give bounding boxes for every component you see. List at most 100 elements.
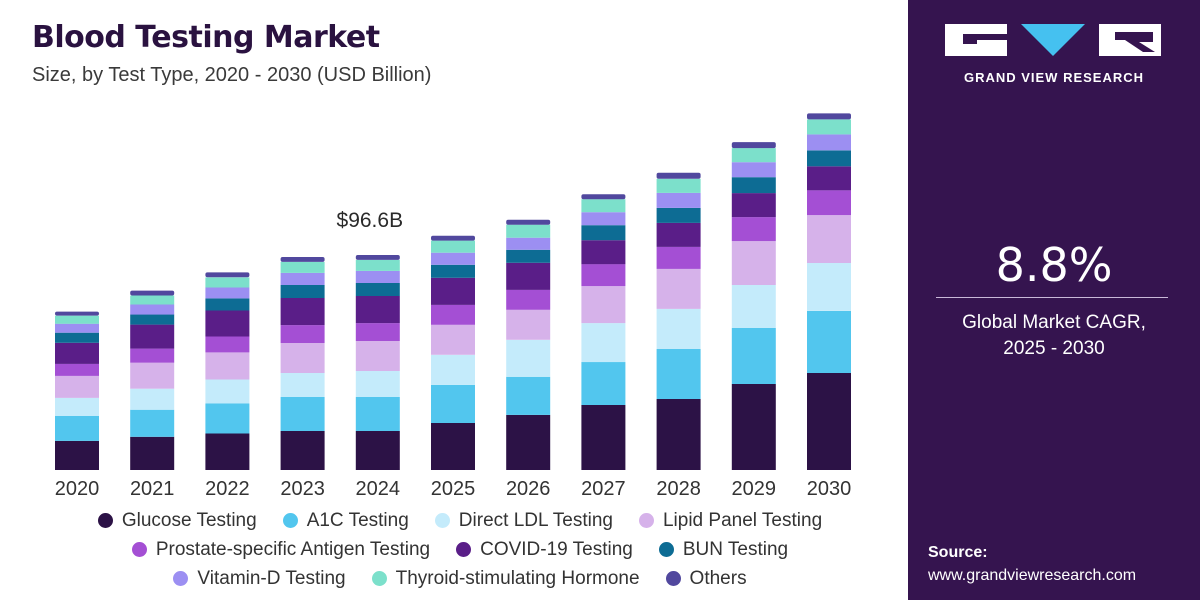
bar-2026-others <box>506 219 551 225</box>
legend-swatch <box>173 571 189 586</box>
bar-2021-a1c-testing <box>130 409 175 437</box>
bar-2025-direct-ldl-testing <box>431 354 475 385</box>
bar-2025-covid-19-testing <box>431 277 475 305</box>
bar-2029-a1c-testing <box>731 328 776 384</box>
bar-2023-prostate-specific-antigen-testing <box>280 325 325 343</box>
grand-view-research-logo <box>945 24 1161 56</box>
legend-swatch <box>658 542 674 557</box>
bar-2030-glucose-testing <box>807 373 851 470</box>
legend-item-bun-testing: BUN Testing <box>658 538 789 561</box>
bar-2030-others <box>807 113 851 120</box>
bar-2026-glucose-testing <box>506 414 551 470</box>
bar-2021-bun-testing <box>130 314 175 325</box>
cagr-label: Global Market CAGR, 2025 - 2030 <box>908 310 1200 362</box>
legend-swatch <box>97 513 113 528</box>
bar-2026-prostate-specific-antigen-testing <box>506 289 551 310</box>
bar-2024-bun-testing <box>355 283 400 296</box>
bar-2021-vitamin-d-testing <box>130 304 175 315</box>
bar-2022-vitamin-d-testing <box>205 287 250 299</box>
bar-2030-thyroid-stimulating-hormone <box>807 119 851 135</box>
bar-2024-lipid-panel-testing <box>355 341 400 371</box>
chart-subtitle: Size, by Test Type, 2020 - 2030 (USD Bil… <box>32 64 432 86</box>
bar-2030-prostate-specific-antigen-testing <box>807 190 851 216</box>
x-tick-label-2024: 2024 <box>356 478 401 500</box>
legend-swatch <box>371 571 387 586</box>
chart-legend: Glucose Testing A1C Testing Direct LDL Tes… <box>40 506 880 593</box>
bar-2021-direct-ldl-testing <box>130 388 175 410</box>
bar-2028-prostate-specific-antigen-testing <box>656 246 701 269</box>
bar-2025-thyroid-stimulating-hormone <box>431 240 475 253</box>
legend-label: Vitamin-D Testing <box>197 567 346 589</box>
bar-2028-lipid-panel-testing <box>656 268 701 309</box>
bar-2028-a1c-testing <box>656 349 701 399</box>
cagr-label-line2: 2025 - 2030 <box>1003 338 1105 359</box>
legend-label: Others <box>689 567 747 589</box>
bar-2021-glucose-testing <box>130 436 175 470</box>
bar-2029-vitamin-d-testing <box>731 162 776 178</box>
data-label-2024: $96.6B <box>337 209 404 232</box>
bar-2029-direct-ldl-testing <box>731 285 776 328</box>
bar-2029-bun-testing <box>731 177 776 194</box>
legend-label: A1C Testing <box>306 509 409 531</box>
bar-2026-bun-testing <box>506 249 551 263</box>
bar-2028-covid-19-testing <box>656 222 701 247</box>
bar-2020-covid-19-testing <box>55 342 99 364</box>
bar-2028-direct-ldl-testing <box>656 308 701 349</box>
bar-2027-thyroid-stimulating-hormone <box>581 199 626 213</box>
bar-2026-vitamin-d-testing <box>506 237 551 250</box>
bar-2028-others <box>656 172 701 179</box>
x-tick-label-2029: 2029 <box>732 478 777 500</box>
bar-2029-glucose-testing <box>731 384 776 470</box>
bar-2028-bun-testing <box>656 207 701 223</box>
bar-2020-glucose-testing <box>55 440 99 470</box>
bar-2021-prostate-specific-antigen-testing <box>130 348 175 363</box>
bar-2025-lipid-panel-testing <box>431 324 475 355</box>
cagr-divider <box>936 297 1168 298</box>
bar-2024-prostate-specific-antigen-testing <box>355 323 400 341</box>
bar-2028-glucose-testing <box>656 399 701 470</box>
x-tick-label-2026: 2026 <box>506 478 551 500</box>
bar-2026-a1c-testing <box>506 376 551 415</box>
chart-panel: Blood Testing Market Size, by Test Type,… <box>32 20 880 593</box>
x-tick-label-2027: 2027 <box>581 478 626 500</box>
bar-2027-bun-testing <box>581 225 626 241</box>
bar-2022-others <box>205 272 250 278</box>
bar-2027-covid-19-testing <box>581 240 626 265</box>
bar-2020-bun-testing <box>55 332 99 343</box>
bar-2022-bun-testing <box>205 298 250 311</box>
bar-2027-vitamin-d-testing <box>581 212 626 226</box>
bar-2020-others <box>55 311 99 316</box>
x-tick-label-2025: 2025 <box>431 478 476 500</box>
bar-2021-lipid-panel-testing <box>130 362 175 389</box>
legend-item-glucose-testing: Glucose Testing <box>97 510 257 532</box>
x-tick-label-2022: 2022 <box>205 478 250 500</box>
bar-2026-lipid-panel-testing <box>506 309 551 340</box>
bar-2023-thyroid-stimulating-hormone <box>280 261 325 273</box>
bar-2022-direct-ldl-testing <box>205 379 250 404</box>
bar-2025-glucose-testing <box>431 423 475 470</box>
bar-2030-bun-testing <box>807 150 851 167</box>
bar-2025-vitamin-d-testing <box>431 252 475 265</box>
legend-label: BUN Testing <box>682 538 789 560</box>
legend-label: Thyroid-stimulating Hormone <box>395 567 640 589</box>
bar-2025-others <box>431 235 475 241</box>
bar-2024-others <box>355 255 400 260</box>
bar-2021-others <box>130 290 175 296</box>
bar-2023-glucose-testing <box>280 431 325 470</box>
bar-2023-a1c-testing <box>280 397 325 431</box>
bar-2021-covid-19-testing <box>130 324 175 349</box>
legend-swatch <box>434 513 450 528</box>
source-url[interactable]: www.grandviewresearch.com <box>928 567 1137 584</box>
x-tick-label-2020: 2020 <box>55 478 100 500</box>
bar-2030-covid-19-testing <box>807 166 851 191</box>
bar-2029-others <box>731 142 776 149</box>
bar-2027-direct-ldl-testing <box>581 323 626 363</box>
bar-2024-a1c-testing <box>355 397 400 431</box>
x-tick-label-2021: 2021 <box>130 478 175 500</box>
bar-2021-thyroid-stimulating-hormone <box>130 295 175 305</box>
bar-2023-bun-testing <box>280 285 325 298</box>
cagr-label-line1: Global Market CAGR, <box>962 312 1146 333</box>
bar-2025-a1c-testing <box>431 384 475 423</box>
bar-2025-bun-testing <box>431 264 475 278</box>
bar-2020-a1c-testing <box>55 416 99 441</box>
